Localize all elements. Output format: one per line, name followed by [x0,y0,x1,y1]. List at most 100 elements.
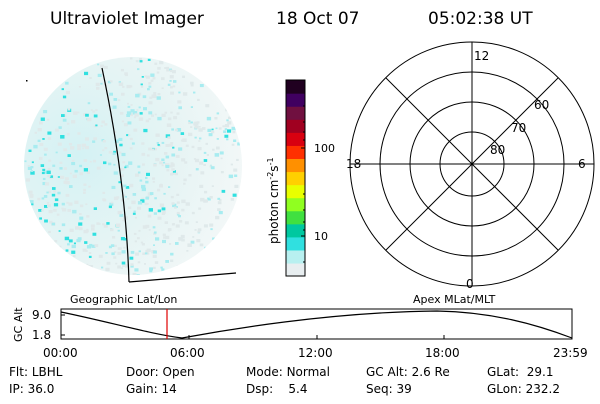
image-speckle-dot [91,227,95,231]
image-speckle-dot [197,230,201,233]
image-speckle-dot [159,203,165,207]
image-speckle-dot [126,114,130,117]
colorbar-cell [286,158,305,173]
image-speckle-dot [86,228,89,231]
image-speckle-dot [141,187,146,192]
image-speckle-dot [154,261,159,264]
image-speckle-dot [176,193,180,196]
image-speckle-dot [159,161,163,165]
image-speckle-dot [129,147,133,150]
image-speckle-dot [155,157,160,162]
image-speckle-dot [71,120,76,124]
image-speckle-dot [63,148,68,152]
image-speckle-dot [74,169,78,173]
image-speckle-dot [100,125,103,127]
image-speckle-dot [29,193,34,198]
image-speckle-dot [157,144,160,146]
colorbar-cell [286,262,305,277]
image-speckle-dot [113,256,117,259]
image-speckle-dot [71,244,76,249]
image-speckle-dot [165,134,171,138]
mlt-label-6: 6 [578,157,586,171]
image-speckle-dot [194,125,199,129]
image-speckle-dot [120,68,124,72]
image-speckle-dot [27,165,30,167]
image-speckle-dot [171,153,176,157]
image-speckle-dot [218,198,222,201]
image-speckle-dot [195,168,199,171]
image-speckle-dot [92,232,97,236]
image-speckle-dot [166,66,169,70]
image-speckle-dot [105,252,108,254]
image-speckle-dot [125,264,130,268]
image-speckle-dot [170,195,174,199]
image-speckle-dot [156,96,161,100]
image-panel-caption: Geographic Lat/Lon [70,293,177,306]
image-speckle-dot [165,144,170,147]
image-speckle-dot [175,224,180,228]
image-speckle-dot [182,92,188,96]
image-speckle-dot [137,206,141,210]
image-speckle-dot [142,163,145,166]
image-speckle-dot [141,184,146,189]
image-speckle-dot [141,142,145,145]
colorbar-cell [286,249,305,264]
terminator-line [101,67,130,283]
image-speckle-dot [203,151,207,154]
image-speckle-dot [31,203,34,206]
image-dot [26,80,28,82]
image-speckle-dot [30,171,35,175]
image-speckle-dot [166,69,170,72]
colorbar-cell [286,210,305,225]
image-speckle-dot [113,98,118,101]
image-speckle-dot [110,228,114,232]
image-speckle-dot [140,199,145,203]
image-speckle-dot [84,137,90,141]
image-speckle-dot [63,167,67,170]
image-speckle-dot [60,175,65,179]
image-speckle-dot [66,201,69,204]
image-speckle-dot [85,203,88,206]
image-speckle-dot [231,143,235,146]
image-speckle-dot [42,138,45,140]
image-speckle-dot [104,123,108,126]
image-speckle-dot [233,168,238,172]
colorbar-cell [286,223,305,238]
image-speckle-dot [93,114,98,118]
image-speckle-dot [224,128,228,131]
image-speckle-dot [47,204,51,208]
image-speckle-dot [84,145,89,150]
image-speckle-dot [113,150,116,153]
image-speckle-dot [186,250,189,252]
altitude-strip: GC Alt 9.0 1.8 00:00 06:00 12:00 18:00 2… [12,307,588,360]
image-speckle-dot [164,67,167,69]
image-speckle-dot [181,238,185,242]
image-speckle-dot [205,142,208,145]
mlt-label-18: 18 [346,157,361,171]
image-speckle-dot [203,224,208,228]
image-speckle-dot [174,128,178,132]
image-speckle-dot [188,120,191,122]
image-speckle-dot [97,73,102,77]
image-speckle-dot [79,172,84,176]
image-speckle-dot [217,201,222,205]
colorbar-cell [286,106,305,120]
image-speckle-dot [79,213,82,215]
image-speckle-dot [84,71,89,76]
image-speckle-dot [190,81,194,85]
image-speckle-dot [65,90,70,95]
image-speckle-dot [161,113,166,117]
image-speckle-dot [190,126,193,128]
colorbar-cell [286,132,305,146]
image-speckle-dot [48,159,52,162]
image-speckle-dot [121,152,126,157]
status-door: Door: Open [126,365,195,379]
image-speckle-dot [65,81,69,85]
image-speckle-dot [112,105,117,109]
image-speckle-dot [197,228,202,232]
image-speckle-dot [34,131,37,134]
image-speckle-dot [173,116,178,120]
image-speckle-dot [90,224,95,228]
image-speckle-dot [181,208,185,212]
image-speckle-dot [85,113,89,117]
